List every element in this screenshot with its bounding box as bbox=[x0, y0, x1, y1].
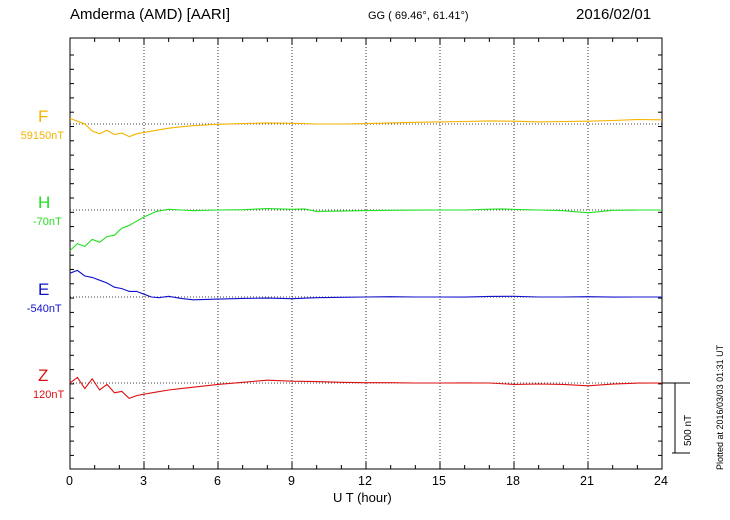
baseline-value-F: 59150nT bbox=[20, 130, 65, 142]
x-tick-label: 3 bbox=[140, 474, 147, 488]
baseline-value-Z: 120nT bbox=[33, 389, 65, 401]
component-label-Z: Z bbox=[38, 366, 49, 385]
x-tick-label: 6 bbox=[214, 474, 221, 488]
series-line-F bbox=[69, 117, 663, 138]
x-tick-label: 18 bbox=[506, 474, 520, 488]
x-tick-label: 0 bbox=[66, 474, 73, 488]
x-axis-title: U T (hour) bbox=[333, 490, 392, 505]
series-line-H bbox=[69, 208, 662, 251]
station-title: Amderma (AMD) [AARI] bbox=[70, 6, 231, 23]
component-label-E: E bbox=[38, 280, 50, 299]
series-line-E bbox=[69, 269, 662, 301]
x-tick-label: 15 bbox=[432, 474, 446, 488]
x-tick-label: 9 bbox=[288, 474, 295, 488]
x-tick-label: 12 bbox=[358, 474, 372, 488]
series-line-Z bbox=[69, 376, 663, 400]
plotted-at-footnote: Plotted at 2016/03/03 01:31 UT bbox=[715, 344, 725, 470]
date-label: 2016/02/01 bbox=[576, 6, 652, 23]
component-label-H: H bbox=[38, 193, 51, 212]
geographic-coordinates: GG ( 69.46°, 61.41°) bbox=[368, 10, 469, 22]
baseline-value-H: -70nT bbox=[33, 216, 62, 228]
x-tick-label: 21 bbox=[580, 474, 594, 488]
x-tick-label: 24 bbox=[654, 474, 668, 488]
component-label-F: F bbox=[38, 107, 49, 126]
baseline-value-E: -540nT bbox=[26, 303, 62, 315]
scale-bar-label: 500 nT bbox=[683, 414, 694, 446]
